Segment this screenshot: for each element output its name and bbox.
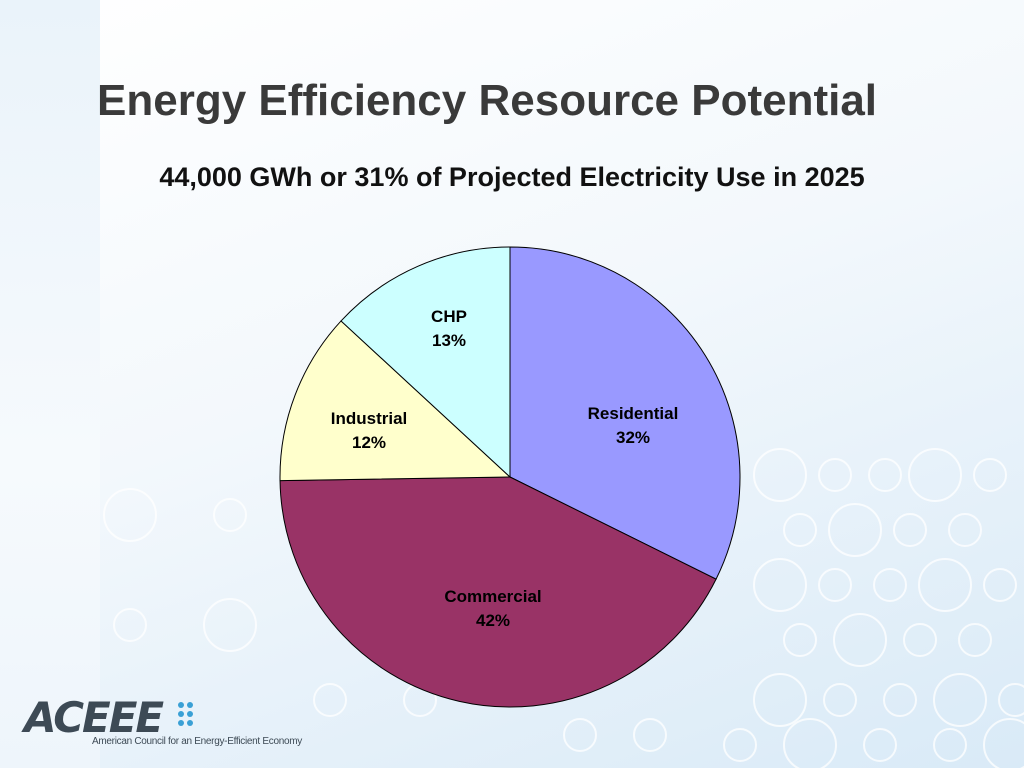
background-circle	[818, 568, 852, 602]
slice-value-industrial: 12%	[352, 433, 386, 452]
background-circle	[818, 458, 852, 492]
background-circle	[753, 673, 807, 727]
background-circle	[723, 728, 757, 762]
logo-dots-icon	[178, 702, 202, 734]
aceee-logo: ACEEE American Council for an Energy-Eff…	[24, 693, 302, 756]
background-circle	[933, 673, 987, 727]
background-circle	[873, 568, 907, 602]
background-circle	[908, 448, 962, 502]
logo-wordmark: ACEEE	[24, 693, 164, 742]
background-circle	[868, 458, 902, 492]
background-circle	[918, 558, 972, 612]
background-circle	[633, 718, 667, 752]
background-circle	[863, 728, 897, 762]
slice-label-residential: Residential	[588, 404, 679, 423]
background-circle	[313, 683, 347, 717]
background-circle	[958, 623, 992, 657]
background-circle	[783, 718, 837, 768]
background-circle	[753, 558, 807, 612]
background-circle	[983, 718, 1024, 768]
background-circle	[783, 513, 817, 547]
pie-slice-chp	[340, 246, 511, 479]
slice-value-chp: 13%	[432, 331, 466, 350]
background-circle	[883, 683, 917, 717]
background-circle	[983, 568, 1017, 602]
slide-title: Energy Efficiency Resource Potential	[97, 76, 878, 125]
slice-label-commercial: Commercial	[444, 587, 541, 606]
logo-tagline: American Council for an Energy-Efficient…	[92, 736, 302, 747]
slice-label-chp: CHP	[431, 307, 467, 326]
slice-value-commercial: 42%	[476, 611, 510, 630]
background-circle	[203, 598, 257, 652]
background-circle	[833, 613, 887, 667]
background-circle	[933, 728, 967, 762]
background-circle	[113, 608, 147, 642]
slide-subtitle: 44,000 GWh or 31% of Projected Electrici…	[159, 162, 865, 192]
background-circle	[103, 488, 157, 542]
background-circle	[823, 683, 857, 717]
background-circle	[828, 503, 882, 557]
left-band	[0, 0, 100, 768]
slice-label-industrial: Industrial	[331, 409, 408, 428]
background-circle	[563, 718, 597, 752]
background-circle	[903, 623, 937, 657]
slice-value-residential: 32%	[616, 428, 650, 447]
background-circle	[973, 458, 1007, 492]
pie-slice-commercial	[279, 476, 717, 708]
background-circle	[753, 448, 807, 502]
pie-slice-residential	[509, 246, 741, 580]
background-circle	[948, 513, 982, 547]
background-circle	[783, 623, 817, 657]
background-circle	[893, 513, 927, 547]
background-circle	[213, 498, 247, 532]
pie-slice-industrial	[279, 320, 512, 482]
background-circle	[998, 683, 1024, 717]
